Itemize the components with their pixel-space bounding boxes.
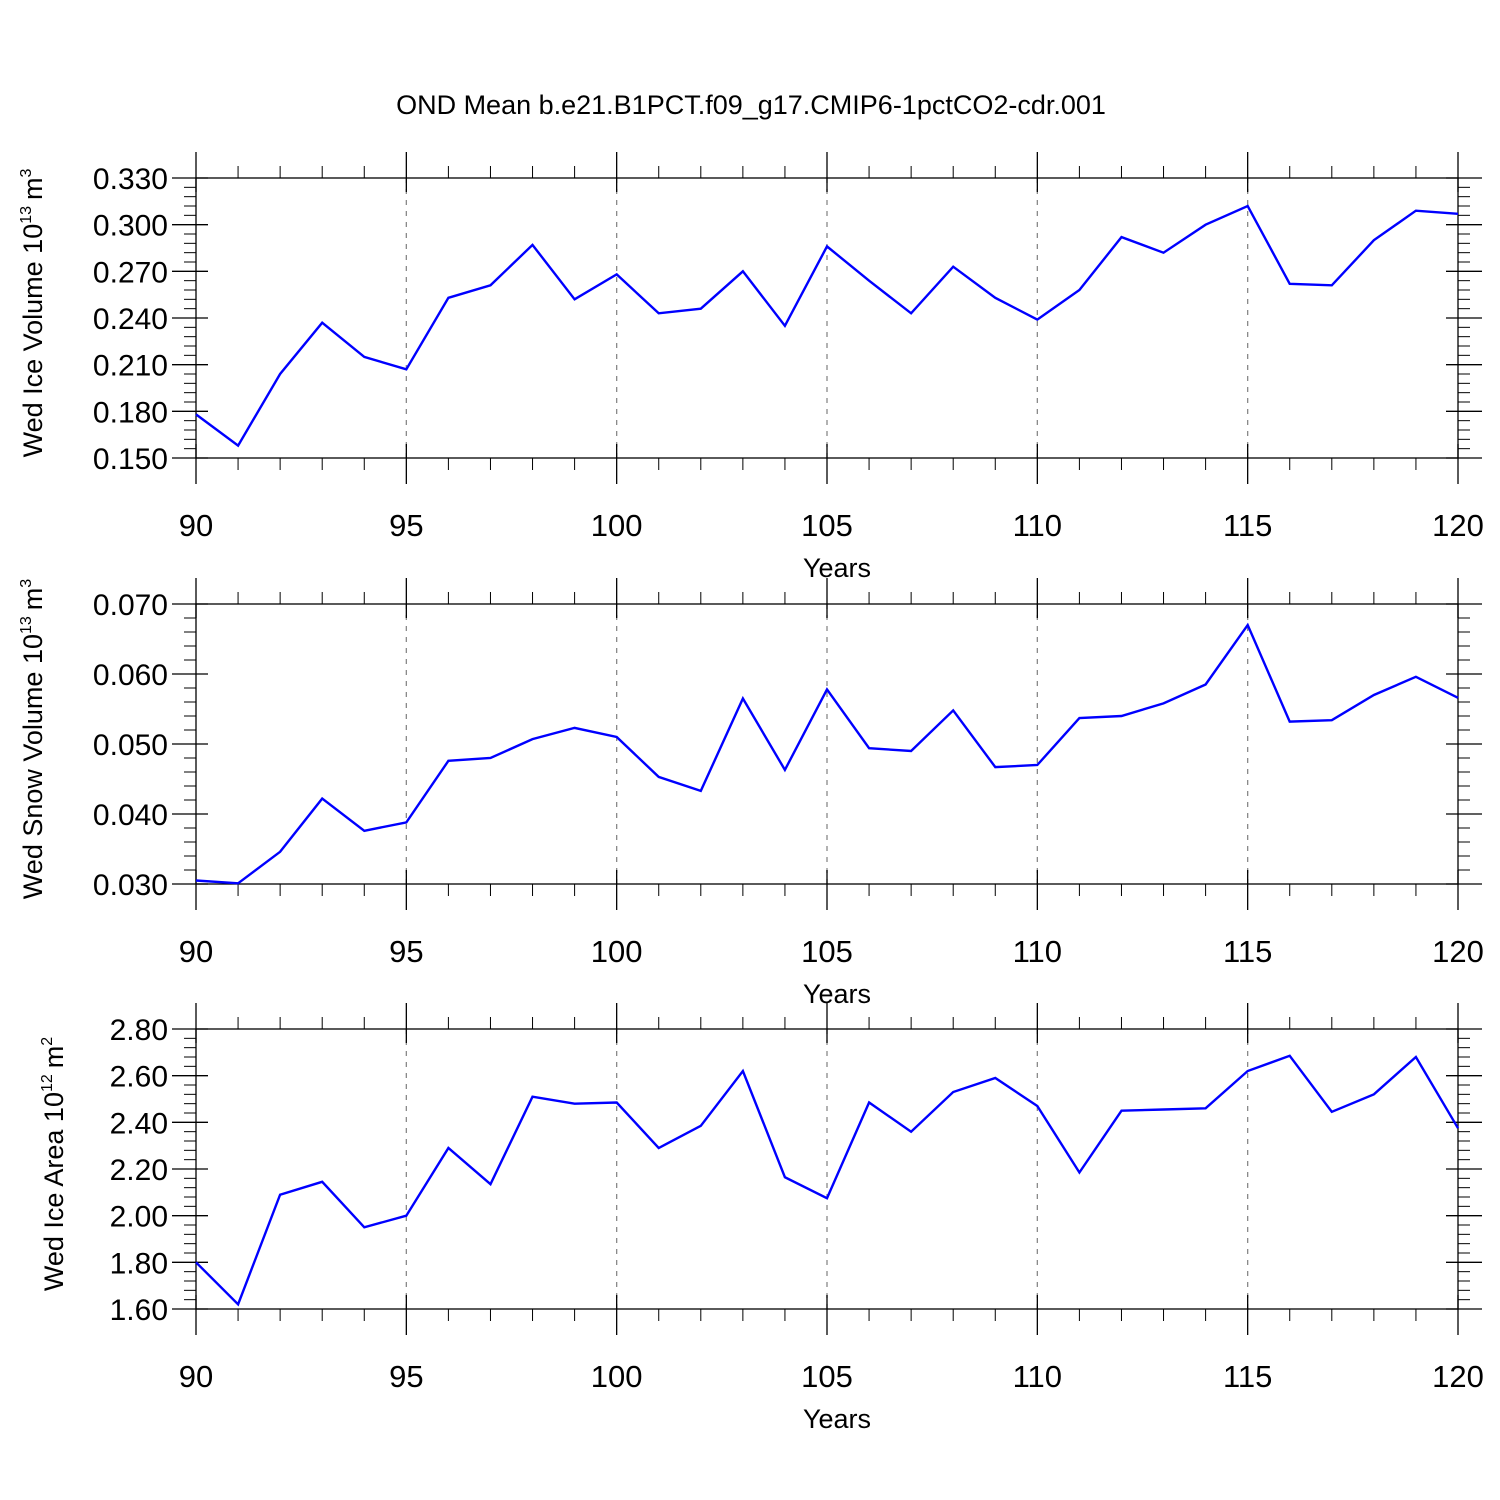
y-axis-label-text: Wed Snow Volume 10: [18, 634, 48, 899]
x-tick-label: 100: [591, 934, 643, 969]
y-tick-label: 1.80: [110, 1247, 168, 1280]
x-tick-label: 105: [801, 508, 853, 543]
y-tick-label: 2.00: [110, 1201, 168, 1234]
x-tick-label: 90: [179, 1359, 213, 1394]
plot-frame: [195, 603, 1459, 885]
y-axis-label-exponent: 12: [39, 1074, 56, 1092]
y-axis-label-exponent: 13: [18, 616, 35, 634]
y-tick-label: 1.60: [110, 1294, 168, 1327]
x-tick-label: 120: [1432, 934, 1484, 969]
x-tick-label: 95: [389, 934, 423, 969]
y-axis-label-text: Wed Ice Area 10: [39, 1092, 69, 1291]
plot-frame: [195, 1028, 1459, 1310]
x-tick-label: 115: [1223, 934, 1272, 969]
y-tick-label: 0.060: [93, 659, 168, 692]
y-axis-label-text: Wed Ice Volume 10: [18, 224, 48, 458]
y-tick-label: 0.300: [93, 210, 168, 243]
x-tick-label: 110: [1013, 508, 1062, 543]
x-tick-label: 110: [1013, 1359, 1062, 1394]
x-axis-label: Years: [803, 553, 871, 583]
x-tick-label: 95: [389, 1359, 423, 1394]
y-tick-label: 2.40: [110, 1107, 168, 1140]
series-line: [195, 204, 1459, 448]
x-tick-label: 115: [1223, 1359, 1272, 1394]
x-tick-label: 100: [591, 508, 643, 543]
y-tick-label: 2.60: [110, 1061, 168, 1094]
y-tick-label: 0.210: [93, 350, 168, 383]
y-tick-label: 0.240: [93, 303, 168, 336]
y-axis-label: Wed Ice Volume 1013 m3: [18, 168, 48, 457]
y-axis-label-unit-exponent: 2: [39, 1037, 56, 1046]
panels: 90 95 100 105 110 115 120 0.150 0.180 0.210 0.240 0…: [18, 152, 1484, 1434]
x-tick-label: 105: [801, 1359, 853, 1394]
panel-2: 90 95 100 105 110 115 120 0.030 0.040 0.050 0.060 0…: [18, 578, 1484, 1009]
y-axis-label: Wed Ice Area 1012 m2: [39, 1037, 69, 1291]
x-tick-label: 100: [591, 1359, 643, 1394]
x-tick-label: 110: [1013, 934, 1062, 969]
y-axis-label-unit-exponent: 3: [18, 579, 35, 588]
y-tick-label: 0.330: [93, 163, 168, 196]
x-axis-label: Years: [803, 979, 871, 1009]
panel-1: 90 95 100 105 110 115 120 0.150 0.180 0.210 0.240 0…: [18, 152, 1484, 583]
y-tick-label: 0.150: [93, 443, 168, 476]
y-axis-label-exponent: 13: [18, 206, 35, 224]
y-axis-label: Wed Snow Volume 1013 m3: [18, 579, 48, 899]
figure-title: OND Mean b.e21.B1PCT.f09_g17.CMIP6-1pctC…: [396, 90, 1106, 120]
y-tick-label: 0.180: [93, 396, 168, 429]
y-tick-label: 0.040: [93, 799, 168, 832]
y-axis-label-unit: m: [39, 1046, 69, 1069]
y-tick-label: 2.20: [110, 1154, 168, 1187]
panel-3: 90 95 100 105 110 115 120 1.60 1.80 2.00 2.20 2.40 2…: [39, 1003, 1484, 1434]
y-axis-label-unit: m: [18, 177, 48, 200]
y-tick-label: 0.030: [93, 869, 168, 902]
series-line: [195, 1054, 1460, 1307]
series-line: [195, 622, 1459, 885]
y-axis-label-unit-exponent: 3: [18, 168, 35, 177]
x-tick-label: 120: [1432, 1359, 1484, 1394]
y-tick-label: 0.270: [93, 256, 168, 289]
x-tick-label: 105: [801, 934, 853, 969]
x-tick-label: 115: [1223, 508, 1272, 543]
x-tick-label: 95: [389, 508, 423, 543]
x-tick-label: 90: [179, 508, 213, 543]
x-tick-label: 90: [179, 934, 213, 969]
y-tick-label: 2.80: [110, 1014, 168, 1047]
y-tick-label: 0.070: [93, 589, 168, 622]
x-axis-label: Years: [803, 1404, 871, 1434]
y-axis-label-unit: m: [18, 588, 48, 611]
plot-frame: [195, 177, 1459, 459]
y-tick-label: 0.050: [93, 729, 168, 762]
x-tick-label: 120: [1432, 508, 1484, 543]
